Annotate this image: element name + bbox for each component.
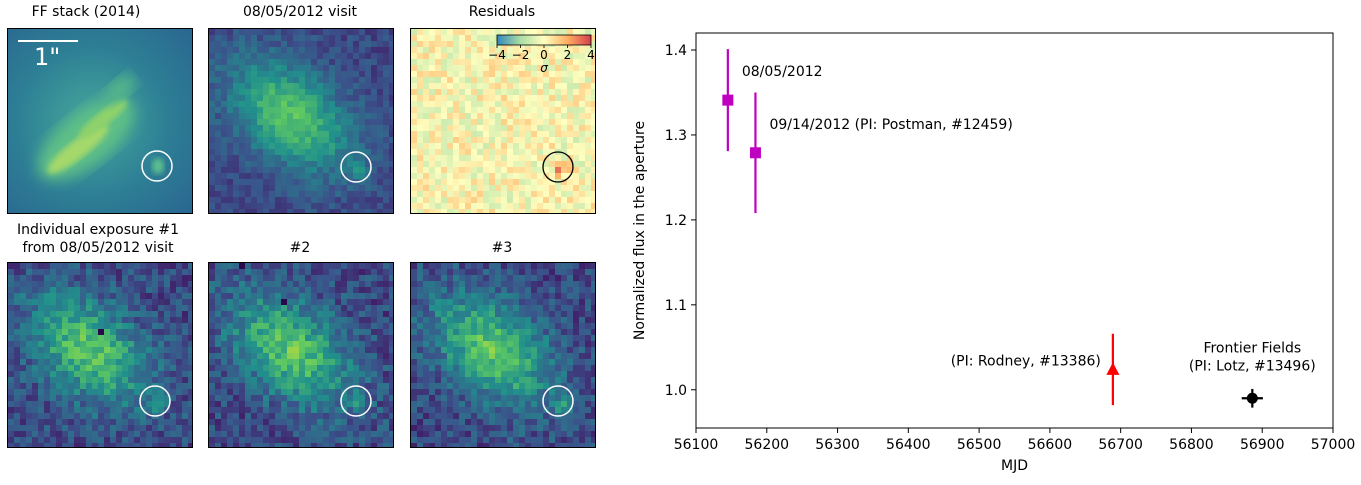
- data-point-square: [749, 147, 761, 159]
- residuals-pixel-art: −4 −2 0 2 4 σ: [411, 29, 595, 213]
- colorbar-tick-label: 4: [587, 48, 595, 62]
- exp3-title: #3: [491, 240, 513, 256]
- visit-pixel-art: [209, 29, 393, 213]
- exp1-title-line1: Individual exposure #1: [16, 222, 180, 238]
- exp1-pixel-art: [8, 263, 192, 447]
- x-tick-label: 56600: [1028, 437, 1073, 453]
- y-tick-label: 1.3: [665, 128, 687, 144]
- data-point-square: [722, 94, 734, 106]
- point-annotation: 08/05/2012: [742, 64, 823, 80]
- exp1-image: [7, 262, 193, 448]
- y-tick-label: 1.1: [665, 298, 687, 314]
- colorbar-tick-label: 0: [540, 48, 548, 62]
- exp3-image: [410, 262, 596, 448]
- colorbar-tick-label: −2: [512, 48, 530, 62]
- exp2-pixel-art: [209, 263, 393, 447]
- y-tick-label: 1.4: [665, 43, 687, 59]
- visit-image: [208, 28, 394, 214]
- ff-stack-title: FF stack (2014): [31, 4, 141, 20]
- scale-bar-label: 1": [34, 43, 60, 71]
- colorbar-tick-label: 2: [564, 48, 572, 62]
- exp2-title: #2: [289, 240, 311, 256]
- x-tick-label: 56300: [815, 437, 860, 453]
- y-axis-label: Normalized flux in the aperture: [632, 121, 648, 340]
- x-tick-label: 57000: [1311, 437, 1356, 453]
- point-annotation: (PI: Rodney, #13386): [951, 353, 1101, 369]
- x-tick-label: 56200: [745, 437, 790, 453]
- data-point-triangle: [1106, 362, 1120, 375]
- x-tick-label: 56500: [957, 437, 1002, 453]
- x-tick-label: 56900: [1240, 437, 1285, 453]
- plot-frame: [695, 32, 1334, 429]
- x-tick-label: 56700: [1098, 437, 1143, 453]
- exp1-title-line2: from 08/05/2012 visit: [22, 240, 174, 256]
- colorbar-label: σ: [540, 61, 548, 75]
- light-curve-chart: 56100 56200 56300 56400 56500 56600 56700 56800…: [632, 32, 1356, 474]
- residuals-image: −4 −2 0 2 4 σ: [410, 28, 596, 214]
- point-annotation: Frontier Fields: [1203, 340, 1301, 356]
- point-annotation: (PI: Lotz, #13496): [1189, 358, 1316, 374]
- y-tick-label: 1.0: [665, 383, 687, 399]
- x-axis-label: MJD: [1001, 458, 1028, 474]
- visit-title: 08/05/2012 visit: [243, 4, 357, 20]
- data-point-circle: [1246, 392, 1258, 404]
- ff-stack-image: 1": [7, 28, 193, 214]
- colorbar-tick-label: −4: [488, 48, 506, 62]
- residuals-title: Residuals: [468, 4, 536, 20]
- x-tick-label: 56800: [1169, 437, 1214, 453]
- ff-stack-art: 1": [8, 29, 192, 213]
- x-tick-label: 56100: [674, 437, 719, 453]
- point-annotation: 09/14/2012 (PI: Postman, #12459): [769, 117, 1012, 133]
- x-tick-label: 56400: [886, 437, 931, 453]
- exp2-image: [208, 262, 394, 448]
- exp3-pixel-art: [411, 263, 595, 447]
- y-tick-label: 1.2: [665, 213, 687, 229]
